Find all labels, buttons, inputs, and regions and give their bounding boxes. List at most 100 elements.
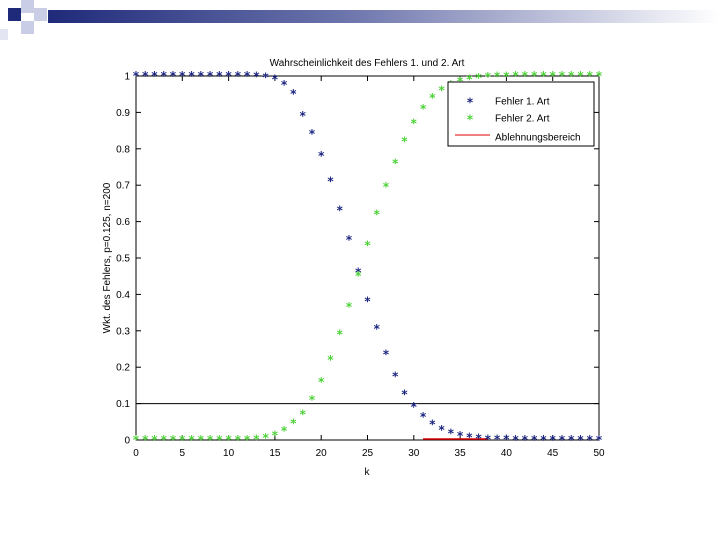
series2-point: * [169,433,176,447]
series2-point: * [160,433,167,447]
series2-point: * [336,327,343,341]
series1-point: * [188,69,195,83]
y-tick-label: 0 [124,436,130,447]
y-tick-label: 0.5 [116,254,130,265]
series2-point: * [392,156,399,170]
series1-point: * [281,78,288,92]
series2-point: * [188,433,195,447]
series2-point: * [410,116,417,130]
legend-label-series1: Fehler 1. Art [495,97,550,108]
series2-point: * [429,91,436,105]
series1-point: * [142,69,149,83]
series2-point: * [197,433,204,447]
series1-point: * [503,433,510,447]
series1-point: * [364,295,371,309]
series2-point: * [345,300,352,314]
series2-point: * [132,433,139,447]
series2-point: * [206,433,213,447]
series1-point: * [169,69,176,83]
y-tick-label: 0.9 [116,108,130,119]
slide-decoration [0,0,720,40]
decor-square-light-4 [0,29,8,40]
series1-point: * [549,433,556,447]
series-fehler-1-art: * * * * * * * * * * * * * * * * ***************** * * * * * * *… [132,69,602,447]
series1-point: * [327,175,334,189]
series1-point: * [419,410,426,424]
series2-point: * [290,417,297,431]
decor-square-light-2 [34,8,47,21]
series1-point: * [262,70,269,84]
x-tick-label: 50 [593,448,605,459]
x-tick-label: 0 [133,448,139,459]
series2-point: * [271,429,278,443]
legend: * Fehler 1. Art * Fehler 2. Art Ablehnun… [447,81,595,147]
series2-point: * [595,69,602,83]
x-tick-label: 40 [501,448,513,459]
series2-point: * [382,180,389,194]
series1-point: * [438,423,445,437]
y-tick-label: 0.8 [116,144,130,155]
decor-square-light-3 [21,21,34,34]
series1-point: * [179,69,186,83]
x-axis: 0 5 10 15 20 25 30 35 40 45 50 [133,76,605,459]
x-tick-label: 10 [223,448,235,459]
y-tick-label: 0.7 [116,181,130,192]
series1-point: * [595,433,602,447]
series1-point: * [540,433,547,447]
series2-point: * [577,69,584,83]
y-tick-label: 0.4 [116,290,130,301]
series1-point: * [197,69,204,83]
series1-point: * [253,69,260,83]
series1-point: * [206,69,213,83]
x-tick-label: 15 [269,448,281,459]
series2-point: * [151,433,158,447]
x-tick-label: 20 [316,448,328,459]
y-tick-label: 1 [124,72,130,83]
series2-point: * [512,69,519,83]
series1-point: * [521,433,528,447]
series1-point: * [299,109,306,123]
series1-point: * [558,433,565,447]
series2-point: * [142,433,149,447]
x-tick-label: 25 [362,448,374,459]
series1-point: * [244,69,251,83]
x-axis-title: k [365,467,371,478]
series2-point: * [308,393,315,407]
series2-point: * [253,432,260,446]
series2-point: * [318,375,325,389]
series1-point: * [447,426,454,440]
y-axis: 0 0.1 0.2 0.3 0.4 0.5 0.6 0.7 0.8 0.9 1 [116,72,599,447]
series2-point: * [568,69,575,83]
series1-point: * [382,347,389,361]
series2-point: * [540,69,547,83]
series1-point: * [568,433,575,447]
chart-title: Wahrscheinlichkeit des Fehlers 1. und 2.… [270,58,465,69]
series2-point: * [281,424,288,438]
series1-point: * [410,400,417,414]
series1-point: * [151,69,158,83]
series2-point: * [494,70,501,84]
series1-point: * [132,69,139,83]
series1-point: * [475,432,482,446]
series2-point: * [456,74,463,88]
y-tick-label: 0.3 [116,326,130,337]
series1-point: * [392,369,399,383]
series1-point: * [318,149,325,163]
series2-point: * [503,69,510,83]
legend-label-series2: Fehler 2. Art [495,114,550,125]
legend-label-reject: Ablehnungsbereich [495,133,581,144]
series1-point: * [234,69,241,83]
series1-point: * [586,433,593,447]
series2-point: * [225,433,232,447]
x-tick-label: 5 [180,448,186,459]
series1-point: * [355,266,362,280]
series2-point: * [475,71,482,85]
series2-point: * [234,433,241,447]
series2-point: * [549,69,556,83]
y-tick-label: 0.2 [116,363,130,374]
series1-point: * [271,73,278,87]
series2-point: * [586,69,593,83]
decor-square-dark-1 [8,8,21,21]
series1-point: * [484,432,491,446]
